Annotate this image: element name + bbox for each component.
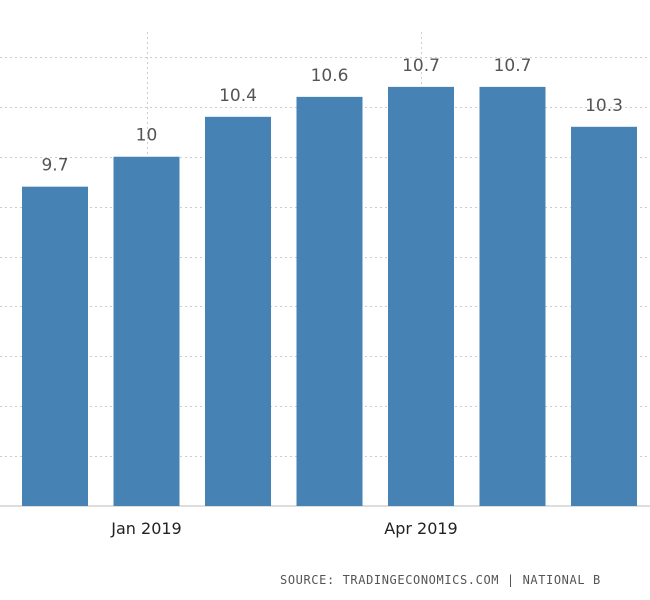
bar-jan-2019 bbox=[113, 156, 180, 506]
source-text: SOURCE: TRADINGECONOMICS.COM | NATIONAL … bbox=[280, 573, 601, 587]
bar-jun-2019 bbox=[571, 126, 637, 507]
value-label: 10.7 bbox=[494, 56, 532, 76]
bar-mar-2019 bbox=[296, 96, 363, 506]
bar-feb-2019 bbox=[205, 116, 271, 507]
value-label: 10.7 bbox=[402, 56, 440, 76]
value-label: 10 bbox=[136, 126, 158, 146]
value-label: 9.7 bbox=[41, 156, 68, 176]
bar-apr-2019 bbox=[388, 86, 454, 506]
x-tick-label: Apr 2019 bbox=[384, 519, 457, 538]
bar-may-2019 bbox=[479, 86, 546, 506]
value-labels: 9.7 10 10.4 10.6 10.7 10.7 10.3 bbox=[41, 56, 622, 176]
x-tick-label: Jan 2019 bbox=[110, 519, 181, 538]
x-tick-labels: Jan 2019 Apr 2019 bbox=[110, 519, 457, 538]
value-label: 10.3 bbox=[585, 96, 623, 116]
value-label: 10.4 bbox=[219, 86, 257, 106]
bar-dec-2018 bbox=[22, 186, 88, 506]
value-label: 10.6 bbox=[311, 66, 349, 86]
bars bbox=[22, 86, 637, 507]
